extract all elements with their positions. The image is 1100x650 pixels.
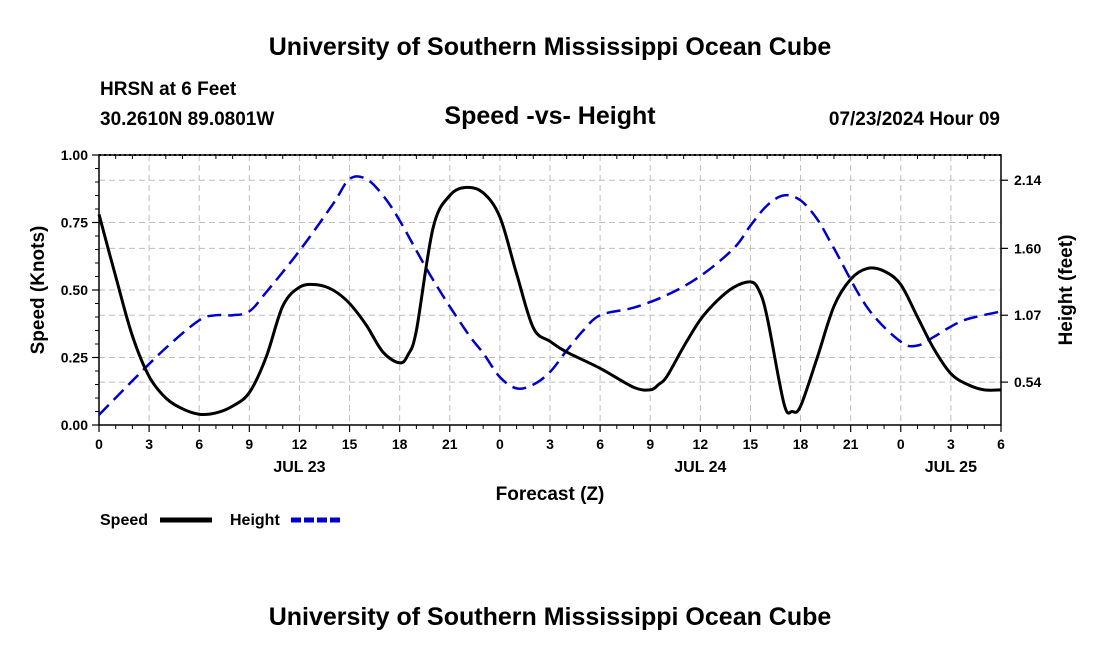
x-tick-label: 0 [496, 436, 504, 452]
x-tick-label: 18 [392, 436, 408, 452]
page-title: University of Southern Mississippi Ocean… [269, 33, 832, 61]
grid-lines [99, 155, 1001, 425]
x-axis: 0 3 6 9 12 15 18 21 0 3 6 9 12 15 18 21 0 3 6 [95, 155, 1005, 452]
y-left-tick-label: 0.75 [61, 215, 88, 231]
y-left-tick-label: 0.25 [61, 350, 88, 366]
x-tick-label: 3 [145, 436, 153, 452]
y-axis-left: 0.00 0.25 0.50 0.75 1.00 [61, 147, 99, 433]
x-tick-label: 9 [245, 436, 253, 452]
x-tick-label: 21 [843, 436, 859, 452]
y-axis-right-title: Height (feet) [1056, 235, 1077, 346]
x-tick-label: 6 [596, 436, 604, 452]
y-right-tick-label: 2.14 [1014, 172, 1041, 188]
footer-title: University of Southern Mississippi Ocean… [269, 603, 832, 631]
y-right-tick-label: 1.60 [1014, 240, 1041, 256]
chart-title: Speed -vs- Height [444, 102, 656, 130]
y-left-tick-label: 1.00 [61, 147, 88, 163]
x-tick-label: 3 [546, 436, 554, 452]
x-tick-label: 21 [442, 436, 458, 452]
y-right-tick-label: 1.07 [1014, 307, 1041, 323]
x-tick-label: 12 [292, 436, 308, 452]
x-tick-label: 0 [897, 436, 905, 452]
x-tick-label: 6 [195, 436, 203, 452]
x-axis-title: Forecast (Z) [496, 484, 605, 505]
day-label: JUL 23 [273, 459, 325, 476]
x-tick-label: 18 [793, 436, 809, 452]
series-line-height [98, 175, 1002, 416]
x-tick-label: 9 [646, 436, 654, 452]
day-labels: JUL 23 JUL 24 JUL 25 [273, 459, 977, 476]
x-tick-label: 6 [997, 436, 1005, 452]
location-label: 30.2610N 89.0801W [100, 109, 274, 130]
y-axis-right: 0.54 1.07 1.60 2.14 [1001, 172, 1041, 390]
day-label: JUL 25 [925, 459, 977, 476]
station-label: HRSN at 6 Feet [100, 79, 237, 100]
y-left-tick-label: 0.00 [61, 417, 88, 433]
y-left-tick-label: 0.50 [61, 282, 88, 298]
legend-label-height: Height [230, 512, 280, 529]
x-tick-label: 3 [947, 436, 955, 452]
y-axis-left-title: Speed (Knots) [28, 226, 49, 355]
day-label: JUL 24 [674, 459, 726, 476]
y-right-tick-label: 0.54 [1014, 374, 1041, 390]
datetime-label: 07/23/2024 Hour 09 [829, 109, 1000, 130]
legend-label-speed: Speed [100, 512, 148, 529]
legend: Speed Height [100, 512, 343, 529]
x-tick-label: 15 [342, 436, 358, 452]
x-tick-label: 12 [693, 436, 709, 452]
series-line-speed [97, 185, 1002, 416]
x-tick-label: 0 [95, 436, 103, 452]
x-tick-label: 15 [743, 436, 759, 452]
